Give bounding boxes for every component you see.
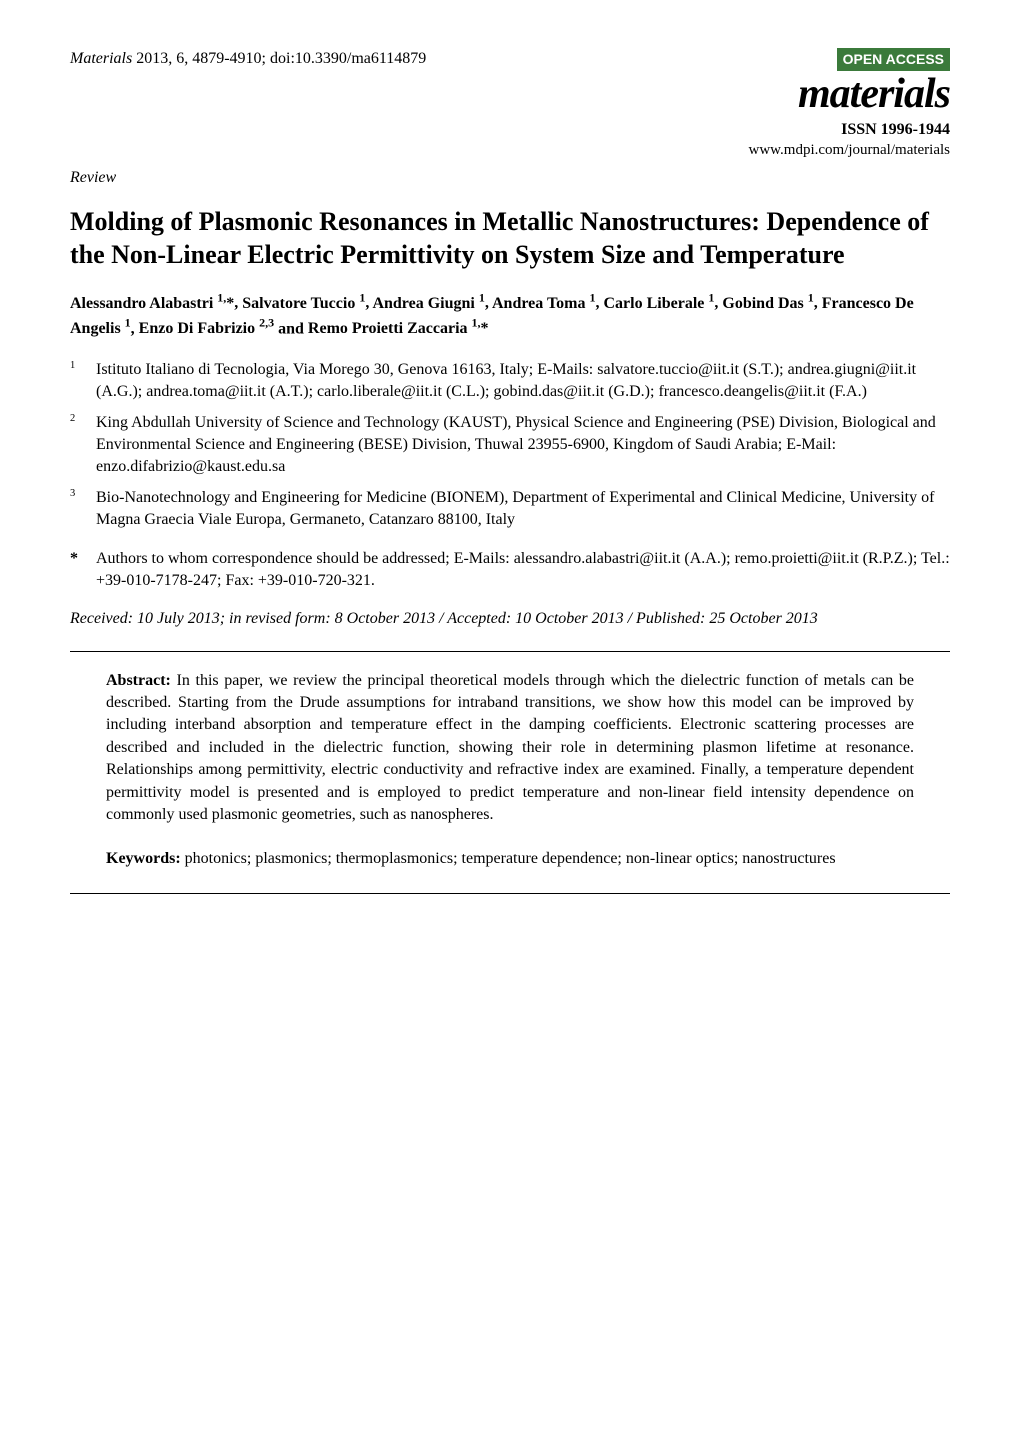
- citation-journal: Materials: [70, 50, 132, 67]
- correspondence: * Authors to whom correspondence should …: [70, 548, 950, 593]
- affiliation-item: 1 Istituto Italiano di Tecnologia, Via M…: [70, 359, 950, 404]
- citation: Materials 2013, 6, 4879-4910; doi:10.339…: [70, 48, 426, 70]
- affiliation-item: 2 King Abdullah University of Science an…: [70, 412, 950, 479]
- affiliation-number: 1: [70, 359, 96, 404]
- horizontal-rule: [70, 893, 950, 894]
- author: Alessandro Alabastri 1,*: [70, 295, 234, 312]
- correspondence-text: Authors to whom correspondence should be…: [96, 548, 950, 593]
- abstract-block: Abstract: In this paper, we review the p…: [70, 670, 950, 827]
- open-access-badge: OPEN ACCESS: [837, 48, 950, 71]
- author: Enzo Di Fabrizio 2,3: [139, 320, 274, 337]
- affiliation-text: Bio-Nanotechnology and Engineering for M…: [96, 487, 950, 532]
- journal-url: www.mdpi.com/journal/materials: [749, 140, 950, 160]
- horizontal-rule: [70, 651, 950, 652]
- author: Andrea Toma 1: [492, 295, 596, 312]
- article-dates: Received: 10 July 2013; in revised form:…: [70, 608, 950, 630]
- author: Carlo Liberale 1: [604, 295, 715, 312]
- keywords-block: Keywords: photonics; plasmonics; thermop…: [70, 848, 950, 870]
- author: Andrea Giugni 1: [372, 295, 484, 312]
- authors-line: Alessandro Alabastri 1,*, Salvatore Tucc…: [70, 289, 950, 340]
- author: Remo Proietti Zaccaria 1,*: [308, 320, 489, 337]
- affiliation-text: King Abdullah University of Science and …: [96, 412, 950, 479]
- keywords-body: photonics; plasmonics; thermoplasmonics;…: [181, 850, 836, 867]
- affiliation-number: 3: [70, 487, 96, 532]
- journal-issn: ISSN 1996-1944: [749, 119, 950, 141]
- affiliations: 1 Istituto Italiano di Tecnologia, Via M…: [70, 359, 950, 532]
- affiliation-text: Istituto Italiano di Tecnologia, Via Mor…: [96, 359, 950, 404]
- journal-block: OPEN ACCESS materials ISSN 1996-1944 www…: [749, 48, 950, 161]
- keywords-label: Keywords:: [106, 850, 181, 867]
- correspondence-mark: *: [70, 548, 96, 593]
- author: Salvatore Tuccio 1: [242, 295, 365, 312]
- keywords-text: Keywords: photonics; plasmonics; thermop…: [106, 848, 914, 870]
- author: Gobind Das 1: [722, 295, 813, 312]
- journal-name: materials: [749, 73, 950, 115]
- abstract-label: Abstract:: [106, 672, 171, 689]
- article-type: Review: [70, 167, 950, 189]
- affiliation-item: 3 Bio-Nanotechnology and Engineering for…: [70, 487, 950, 532]
- abstract-text: Abstract: In this paper, we review the p…: [106, 670, 914, 827]
- citation-rest: 2013, 6, 4879-4910; doi:10.3390/ma611487…: [132, 50, 426, 67]
- header-row: Materials 2013, 6, 4879-4910; doi:10.339…: [70, 48, 950, 161]
- affiliation-number: 2: [70, 412, 96, 479]
- paper-title: Molding of Plasmonic Resonances in Metal…: [70, 206, 950, 271]
- abstract-body: In this paper, we review the principal t…: [106, 672, 914, 823]
